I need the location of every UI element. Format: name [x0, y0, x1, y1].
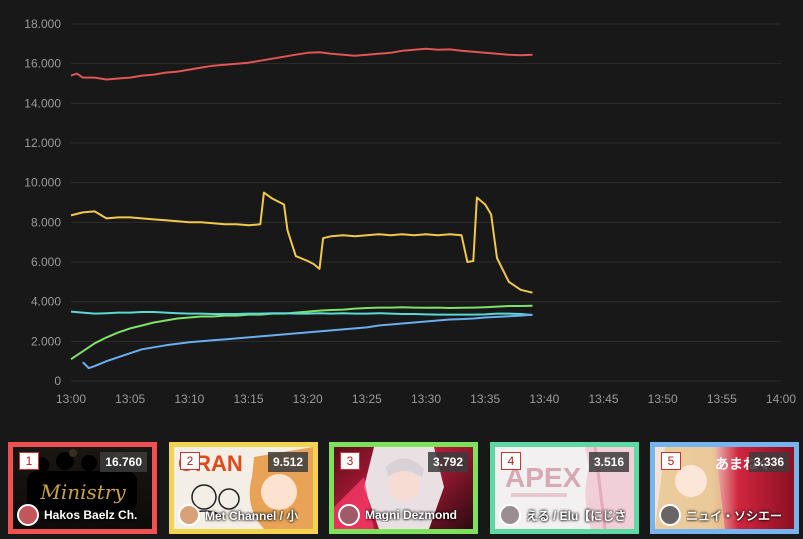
ranking-card-2[interactable]: ORAN 2 9.512 Met Channel / 小 — [169, 442, 318, 534]
y-tick-label: 6.000 — [31, 255, 61, 269]
x-tick-label: 14:00 — [766, 392, 796, 406]
y-tick-label: 18.000 — [24, 17, 61, 31]
channel-avatar — [499, 504, 521, 526]
series-line-5 — [82, 313, 533, 370]
ranking-card-4[interactable]: APEX 4 3.516 える / Elu【にじさ — [490, 442, 639, 534]
series-line-4 — [70, 310, 533, 316]
channel-avatar — [338, 504, 360, 526]
x-tick-label: 13:55 — [707, 392, 737, 406]
x-tick-label: 13:40 — [529, 392, 559, 406]
rank-badge: 2 — [180, 452, 200, 470]
x-tick-label: 13:25 — [352, 392, 382, 406]
rank-badge: 5 — [661, 452, 681, 470]
viewer-line-chart: 0 2.000 4.000 6.000 8.000 10.000 12.000 14.000 1… — [24, 17, 796, 406]
x-tick-label: 13:00 — [56, 392, 86, 406]
series-line-3 — [70, 304, 533, 361]
x-tick-label: 13:20 — [293, 392, 323, 406]
viewer-count: 16.760 — [100, 452, 147, 472]
y-tick-label: 12.000 — [24, 136, 61, 150]
x-tick-label: 13:05 — [115, 392, 145, 406]
ranking-card-3[interactable]: 3 3.792 Magni Dezmond — [329, 442, 478, 534]
y-tick-label: 14.000 — [24, 96, 61, 110]
channel-avatar — [659, 504, 681, 526]
chart-series — [70, 47, 533, 370]
y-tick-label: 2.000 — [31, 334, 61, 348]
viewer-count: 3.516 — [588, 452, 629, 472]
svg-text:Ministry: Ministry — [39, 480, 126, 504]
rank-badge: 4 — [501, 452, 521, 470]
viewer-count: 3.792 — [427, 452, 468, 472]
y-tick-label: 16.000 — [24, 57, 61, 71]
y-axis-ticks: 0 2.000 4.000 6.000 8.000 10.000 12.000 14.000 1… — [24, 17, 61, 388]
ranking-card-1[interactable]: Ministry 1 16.760 Hakos Baelz Ch. — [8, 442, 157, 534]
series-line-1 — [70, 47, 533, 81]
x-tick-label: 13:50 — [648, 392, 678, 406]
x-tick-label: 13:45 — [588, 392, 618, 406]
x-tick-label: 13:15 — [233, 392, 263, 406]
viewer-count: 9.512 — [267, 452, 308, 472]
ranking-card-5[interactable]: あまねく 5 3.336 ニュイ・ソシエー — [650, 442, 799, 534]
x-tick-label: 13:35 — [470, 392, 500, 406]
x-tick-label: 13:30 — [411, 392, 441, 406]
x-axis-ticks: 13:00 13:05 13:10 13:15 13:20 13:25 13:30 13:35… — [56, 392, 796, 406]
channel-name: Met Channel / 小 — [205, 508, 299, 523]
channel-name: ニュイ・ソシエー — [686, 508, 783, 523]
y-tick-label: 10.000 — [24, 176, 61, 190]
channel-name: Hakos Baelz Ch. — [44, 508, 138, 522]
channel-avatar — [178, 504, 200, 526]
channel-avatar — [17, 504, 39, 526]
channel-name: える / Elu【にじさ — [526, 508, 627, 523]
channel-name: Magni Dezmond — [365, 508, 457, 522]
rank-badge: 1 — [19, 452, 39, 470]
ranking-cards: Ministry 1 16.760 Hakos Baelz Ch. ORAN 2… — [8, 442, 799, 534]
x-tick-label: 13:10 — [174, 392, 204, 406]
y-tick-label: 4.000 — [31, 295, 61, 309]
viewer-count: 3.336 — [748, 452, 789, 472]
y-tick-label: 0 — [54, 374, 61, 388]
series-line-2 — [70, 191, 533, 294]
rank-badge: 3 — [340, 452, 360, 470]
y-tick-label: 8.000 — [31, 215, 61, 229]
chart-grid — [71, 23, 781, 382]
